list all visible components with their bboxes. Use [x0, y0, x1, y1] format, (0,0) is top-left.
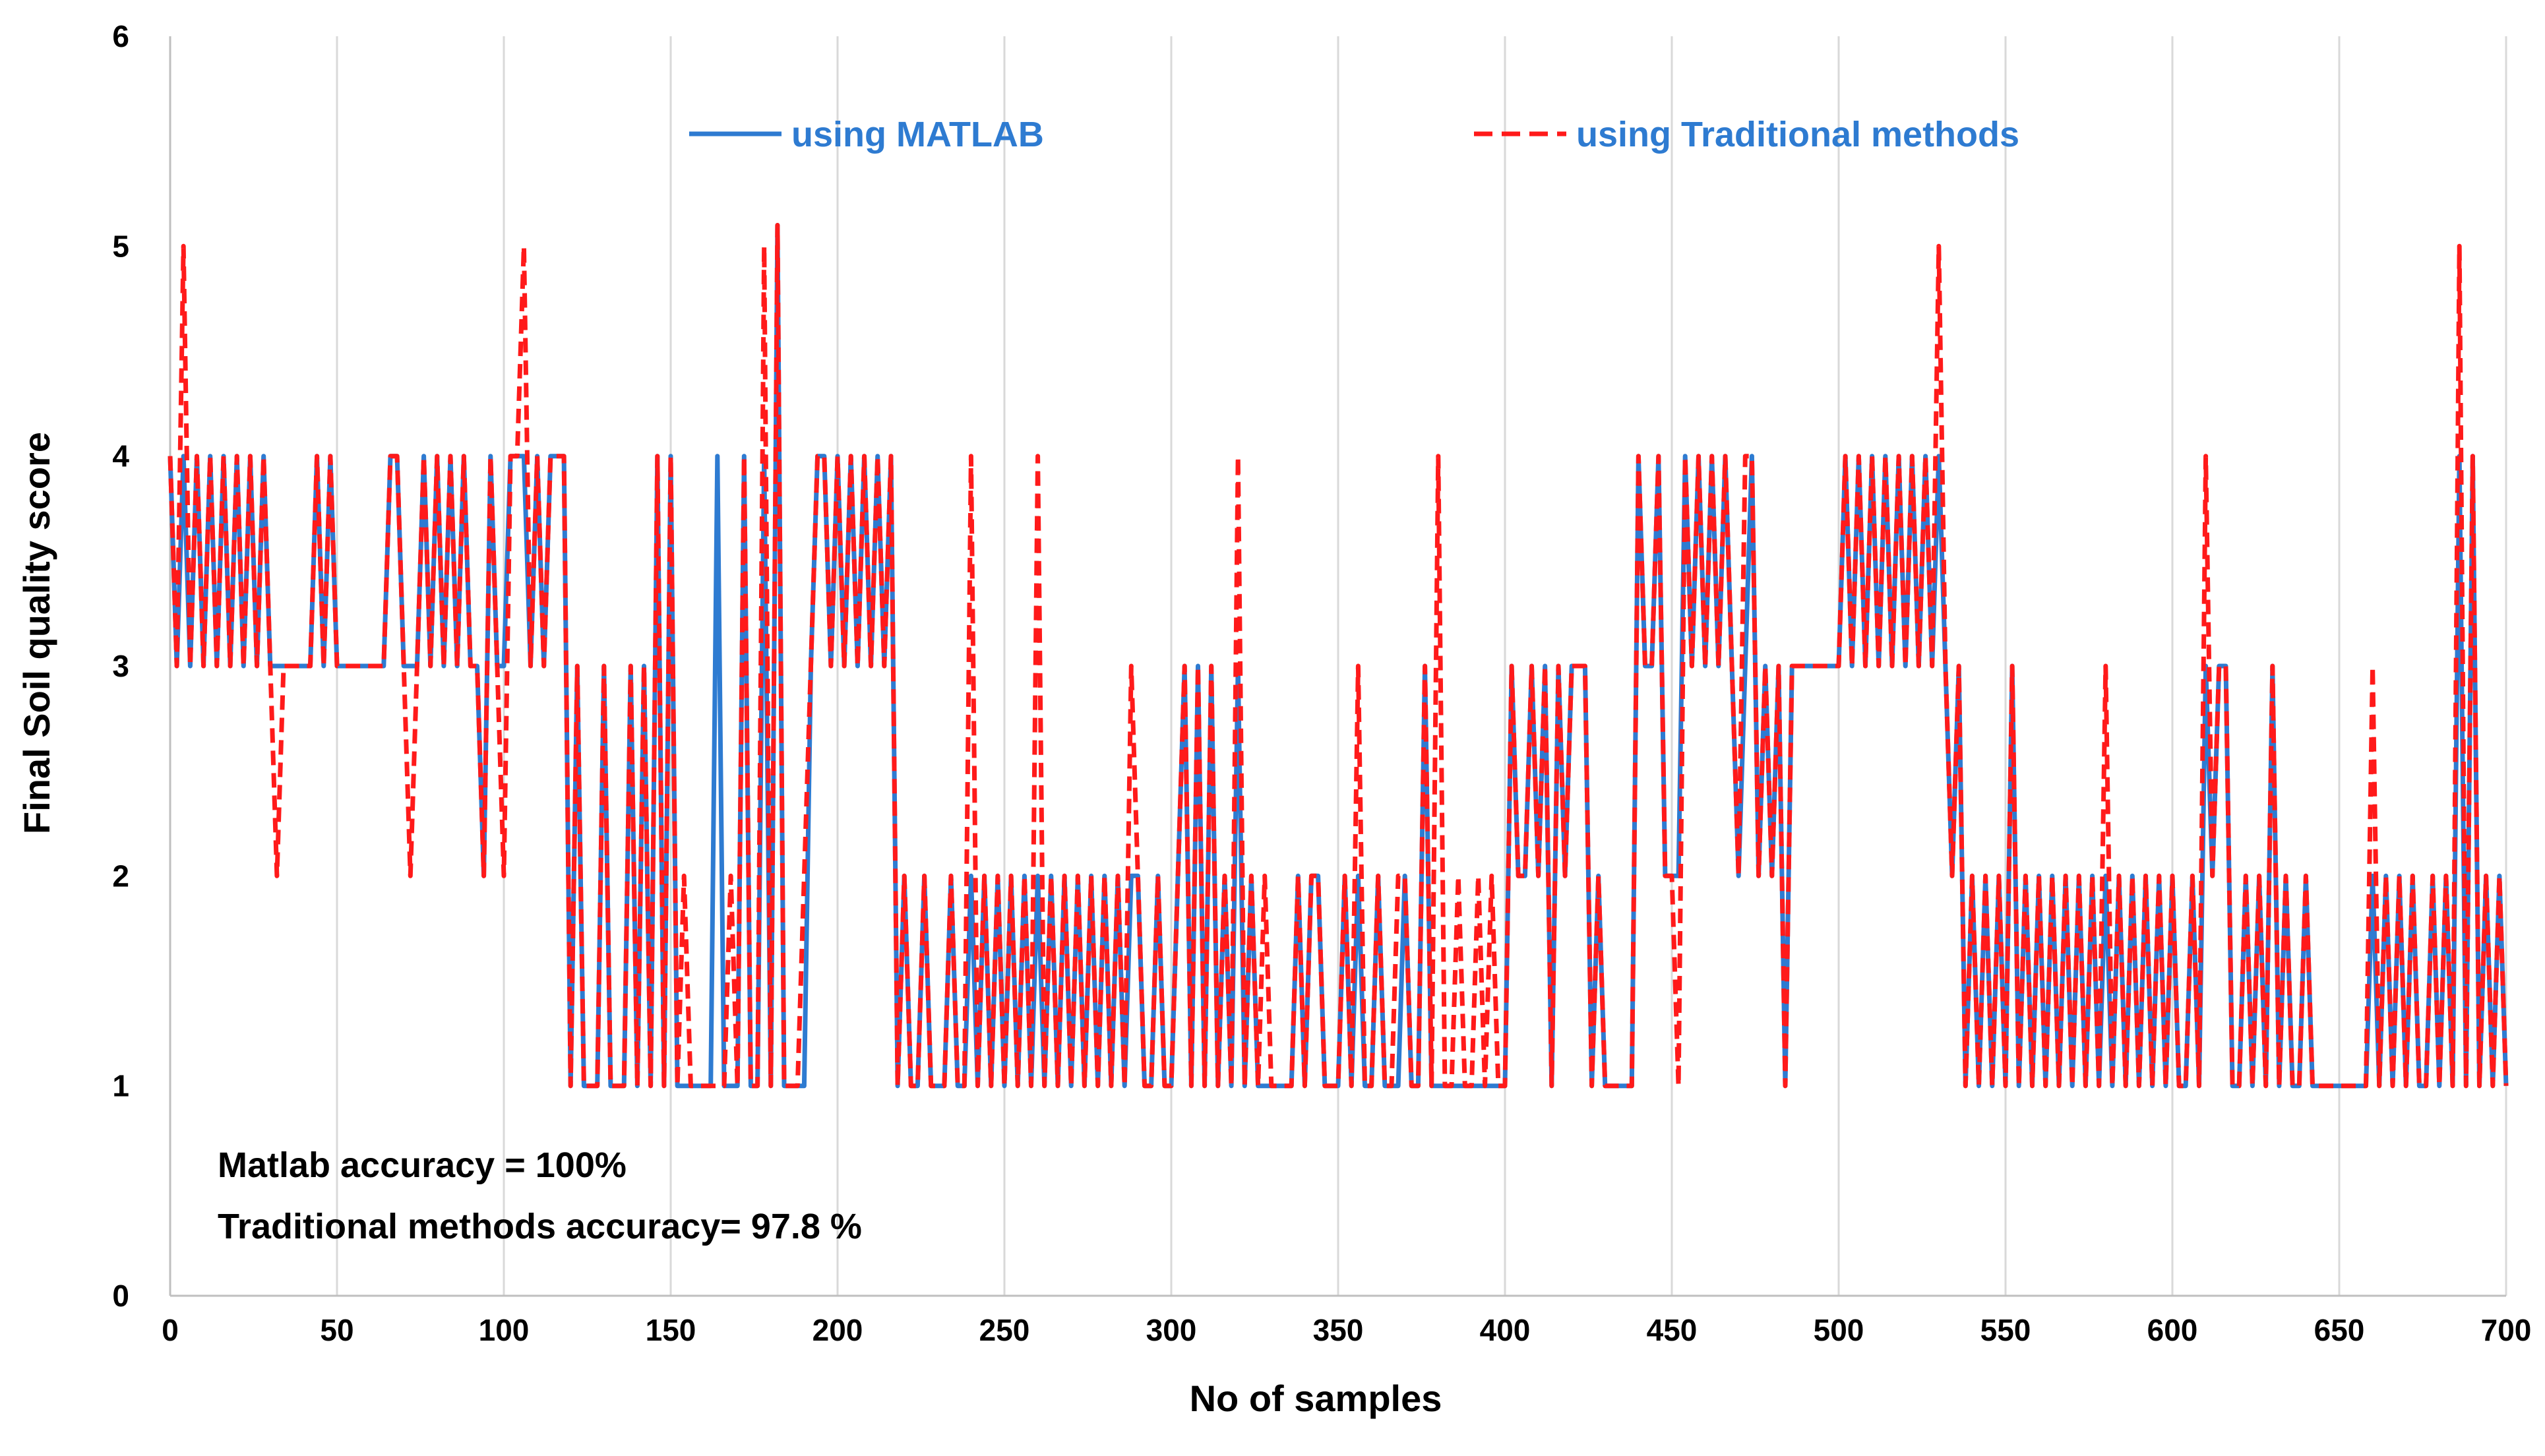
x-tick-label-150: 150 [646, 1313, 696, 1347]
legend-traditional-label: using Traditional methods [1576, 115, 2019, 154]
x-tick-label-450: 450 [1647, 1313, 1698, 1347]
x-tick-label-500: 500 [1814, 1313, 1864, 1347]
x-tick-label-0: 0 [162, 1313, 179, 1347]
tick-labels: 0 50 100 150 200 250 300 350 400 450 500 550 600 650 7… [112, 19, 2531, 1347]
legend-matlab-label: using MATLAB [791, 115, 1044, 154]
y-tick-label-6: 6 [112, 19, 129, 53]
x-axis-title: No of samples [1190, 1378, 1442, 1419]
x-tick-label-550: 550 [1980, 1313, 2031, 1347]
series-lines [168, 223, 2509, 1089]
x-tick-label-350: 350 [1313, 1313, 1364, 1347]
y-tick-label-4: 4 [112, 439, 129, 473]
x-tick-label-300: 300 [1146, 1313, 1197, 1347]
legend: using MATLAB using Traditional methods [689, 115, 2019, 154]
series-line-traditional [168, 223, 2509, 1089]
x-tick-label-400: 400 [1480, 1313, 1531, 1347]
y-tick-label-0: 0 [112, 1279, 129, 1313]
x-tick-label-600: 600 [2147, 1313, 2198, 1347]
axes [169, 36, 2506, 1297]
x-tick-label-250: 250 [979, 1313, 1030, 1347]
x-tick-label-650: 650 [2314, 1313, 2365, 1347]
y-tick-label-2: 2 [112, 859, 129, 893]
y-tick-label-1: 1 [112, 1069, 129, 1103]
x-tick-label-200: 200 [813, 1313, 863, 1347]
x-tick-label-700: 700 [2481, 1313, 2532, 1347]
x-tick-label-100: 100 [479, 1313, 530, 1347]
matlab-accuracy-annotation: Matlab accuracy = 100% [218, 1145, 627, 1185]
y-axis-title: Final Soil quality score [16, 432, 57, 834]
y-tick-label-5: 5 [112, 229, 129, 263]
traditional-accuracy-annotation: Traditional methods accuracy= 97.8 % [218, 1207, 862, 1246]
y-tick-label-3: 3 [112, 649, 129, 683]
x-tick-label-50: 50 [320, 1313, 353, 1347]
